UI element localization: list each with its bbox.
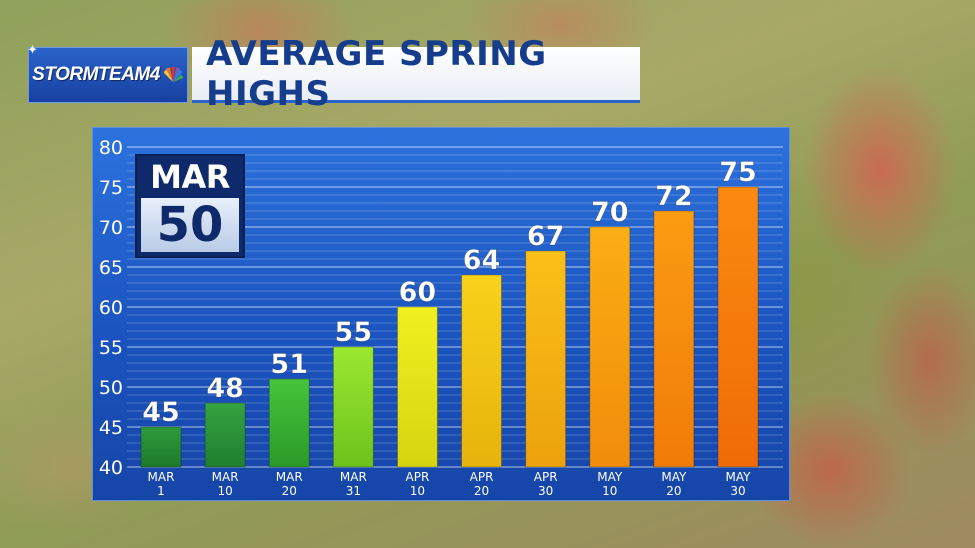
- logo: ✦ STORMTEAM4: [27, 42, 188, 103]
- data-label: 51: [270, 349, 308, 380]
- x-tick-label: APR: [534, 470, 558, 484]
- x-tick-label: 20: [282, 484, 297, 498]
- data-label: 70: [591, 197, 629, 228]
- y-tick-label: 50: [99, 377, 123, 399]
- data-label: 75: [719, 157, 757, 188]
- bar: [717, 186, 759, 468]
- x-tick-label: MAY: [726, 470, 752, 484]
- x-tick-label: MAY: [597, 470, 623, 484]
- y-tick-label: 40: [99, 457, 123, 479]
- data-label: 67: [527, 221, 565, 252]
- data-label: 55: [335, 317, 373, 348]
- x-tick-label: 30: [538, 484, 553, 498]
- page-title: AVERAGE SPRING HIGHS: [206, 33, 547, 114]
- highlight-box: MAR 18 50: [135, 154, 245, 258]
- logo-text: STORMTEAM4: [32, 64, 160, 85]
- x-tick-label: 1: [157, 484, 165, 498]
- bar: [653, 210, 695, 468]
- peacock-icon: [163, 67, 183, 82]
- x-tick-label: MAR: [148, 470, 175, 484]
- bar: [332, 346, 374, 468]
- x-tick-label: 10: [217, 484, 232, 498]
- bar: [268, 378, 310, 468]
- x-tick-label: MAR: [276, 470, 303, 484]
- x-tick-label: 20: [666, 484, 681, 498]
- data-label: 45: [142, 397, 180, 428]
- x-tick-label: 20: [474, 484, 489, 498]
- bar: [461, 274, 503, 468]
- x-tick-label: MAR: [340, 470, 367, 484]
- x-tick-label: 31: [346, 484, 361, 498]
- highlight-value: 50: [156, 197, 224, 253]
- x-tick-label: MAY: [661, 470, 687, 484]
- data-label: 48: [206, 373, 244, 404]
- y-tick-label: 80: [99, 137, 123, 159]
- y-tick-label: 65: [99, 257, 123, 279]
- data-label: 72: [655, 181, 693, 212]
- data-label: 64: [463, 245, 501, 276]
- bar-chart: 40455055606570758045MAR148MAR1051MAR2055…: [99, 137, 783, 498]
- bar: [140, 426, 182, 468]
- x-tick-label: 30: [730, 484, 745, 498]
- sparkle-icon: ✦: [27, 42, 38, 57]
- bar: [396, 306, 438, 468]
- x-tick-label: 10: [602, 484, 617, 498]
- title-banner: AVERAGE SPRING HIGHS: [192, 34, 640, 114]
- bar: [525, 250, 567, 468]
- bar: [589, 226, 631, 468]
- x-tick-label: APR: [406, 470, 430, 484]
- x-tick-label: MAR: [212, 470, 239, 484]
- y-tick-label: 55: [99, 337, 123, 359]
- y-tick-label: 60: [99, 297, 123, 319]
- y-tick-label: 70: [99, 217, 123, 239]
- y-tick-label: 45: [99, 417, 123, 439]
- y-tick-label: 75: [99, 177, 123, 199]
- x-tick-label: APR: [470, 470, 494, 484]
- highlight-value-panel: 50: [141, 198, 239, 252]
- data-label: 60: [399, 277, 437, 308]
- bar: [204, 402, 246, 468]
- x-tick-label: 10: [410, 484, 425, 498]
